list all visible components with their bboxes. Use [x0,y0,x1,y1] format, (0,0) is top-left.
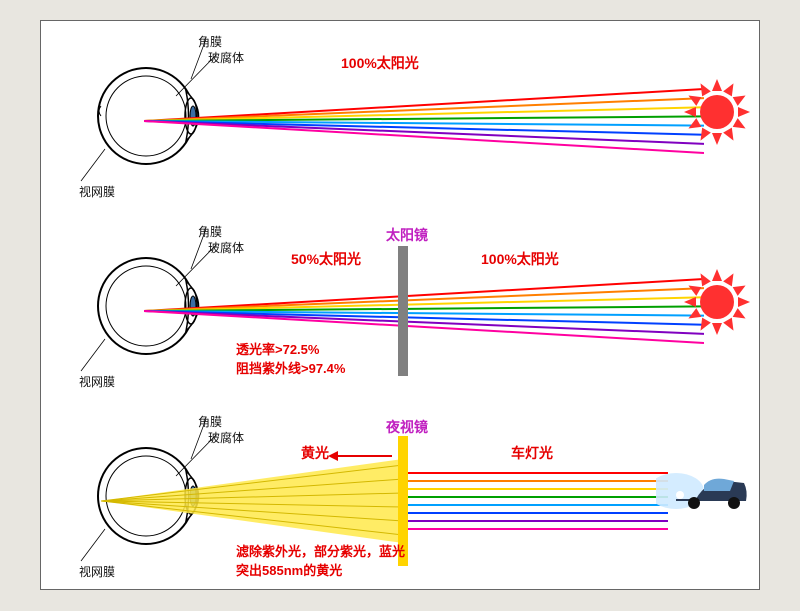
trans-line2: 阻挡紫外线>97.4% [236,358,345,377]
label-sunglasses: 太阳镜 [386,225,428,245]
diagram-frame: 角膜 玻腐体 视网膜 100%太阳光 角膜 玻腐体 视网膜 [40,20,760,590]
row-direct-sunlight: 角膜 玻腐体 视网膜 100%太阳光 [41,31,761,211]
filter-line2: 突出585nm的黄光 [236,560,405,579]
label-100-sunlight: 100%太阳光 [341,53,419,73]
sunglasses-lens [398,246,408,376]
label-headlight: 车灯光 [511,443,553,463]
label-night-vision: 夜视镜 [386,417,428,437]
transmittance-text: 透光率>72.5% 阻挡紫外线>97.4% [236,339,345,377]
sun-icon [688,83,746,141]
label-retina: 视网膜 [79,373,115,390]
label-retina: 视网膜 [79,563,115,580]
filter-description: 滤除紫外光，部分紫光，蓝光 突出585nm的黄光 [236,541,405,579]
sun-icon [688,273,746,331]
label-100-sunlight: 100%太阳光 [481,249,559,269]
label-cornea: 角膜 [198,33,222,50]
row-night-vision: 角膜 玻腐体 视网膜 夜视镜 黄光 车灯光 滤除紫外光，部分紫光，蓝光 突出58… [41,411,761,591]
label-vitreous: 玻腐体 [208,239,244,256]
label-vitreous: 玻腐体 [208,49,244,66]
trans-line1: 透光率>72.5% [236,339,345,358]
label-retina: 视网膜 [79,183,115,200]
spectrum-rays-right [408,461,668,541]
spectrum-rays [144,81,704,161]
label-cornea: 角膜 [198,223,222,240]
filter-line1: 滤除紫外光，部分紫光，蓝光 [236,541,405,560]
label-50-sunlight: 50%太阳光 [291,249,361,269]
arrow-left-icon [336,455,392,457]
car-icon [656,461,751,516]
label-cornea: 角膜 [198,413,222,430]
label-yellow-light: 黄光 [301,443,329,463]
yellow-light-fill [101,459,403,543]
spectrum-rays [144,271,704,351]
label-vitreous: 玻腐体 [208,429,244,446]
row-sunglasses: 角膜 玻腐体 视网膜 太阳镜 50%太阳光 100%太阳光 透光率>72.5% … [41,221,761,401]
